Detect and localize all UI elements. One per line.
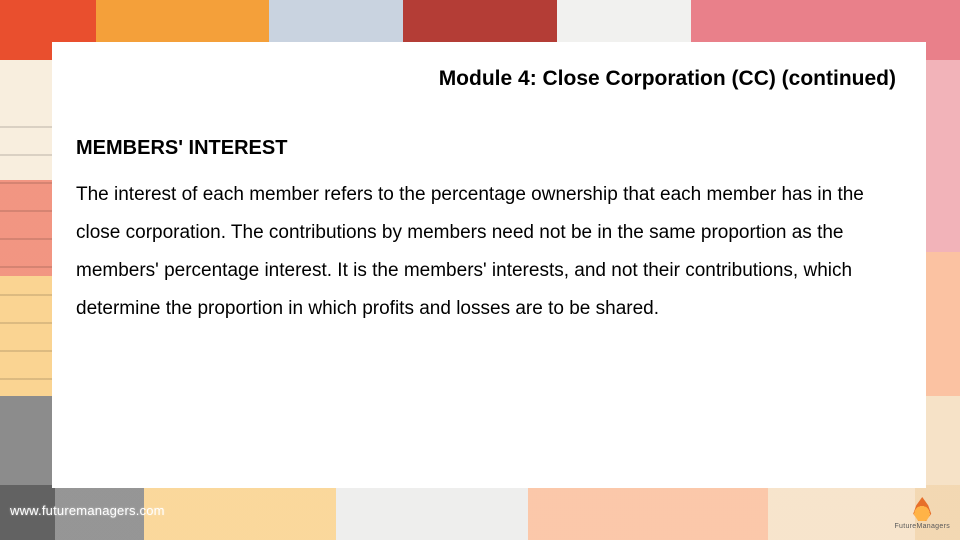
slide-title: Module 4: Close Corporation (CC) (contin… — [52, 42, 926, 91]
body-text: The interest of each member refers to th… — [76, 176, 898, 328]
flame-icon — [912, 497, 932, 521]
content-panel: Module 4: Close Corporation (CC) (contin… — [52, 42, 926, 488]
brand-logo: FutureManagers — [894, 497, 950, 530]
section-heading: MEMBERS' INTEREST — [76, 137, 898, 160]
content-body: MEMBERS' INTEREST The interest of each m… — [52, 91, 926, 328]
footer-url: www.futuremanagers.com — [10, 503, 165, 518]
brand-text: FutureManagers — [894, 523, 950, 530]
bg-decor-lines — [0, 120, 55, 380]
